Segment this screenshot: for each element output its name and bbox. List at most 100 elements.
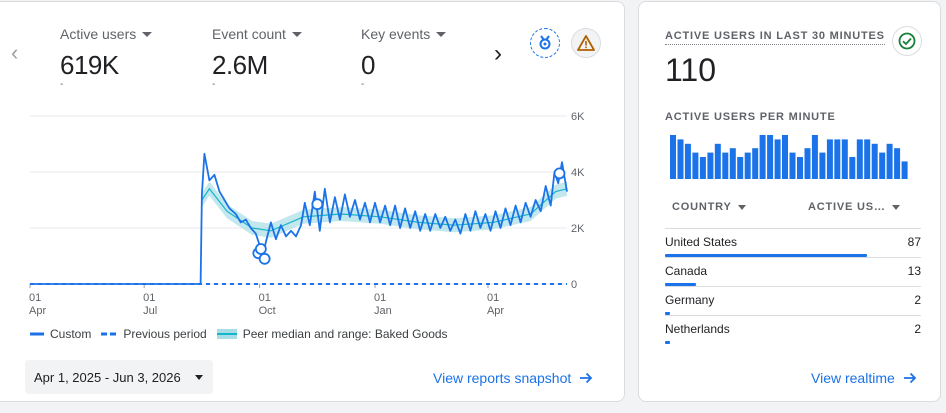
minute-bar[interactable] <box>714 143 721 179</box>
metric-tab-key-events[interactable]: Key events 0 - <box>361 26 447 91</box>
caret-down-icon <box>142 31 153 37</box>
minute-bar[interactable] <box>737 157 744 179</box>
legend-item-custom[interactable]: Custom <box>30 327 91 341</box>
minute-bar[interactable] <box>871 143 878 179</box>
country-share-bar <box>665 312 671 315</box>
minute-bar[interactable] <box>894 148 901 179</box>
minute-bar[interactable] <box>677 139 684 179</box>
date-range-selector[interactable]: Apr 1, 2025 - Jun 3, 2026 <box>25 360 213 394</box>
minute-bar[interactable] <box>722 152 729 179</box>
caret-down-icon <box>891 204 900 210</box>
legend-swatch-solid <box>30 332 44 336</box>
view-realtime-link[interactable]: View realtime <box>811 370 917 386</box>
realtime-active-users-value: 110 <box>665 52 717 88</box>
minute-bar[interactable] <box>692 152 699 179</box>
column-header-country[interactable]: COUNTRY <box>672 201 746 213</box>
minute-bar[interactable] <box>699 157 706 179</box>
realtime-title[interactable]: ACTIVE USERS IN LAST 30 MINUTES <box>665 30 885 45</box>
minute-bar[interactable] <box>729 148 736 179</box>
metric-change: - <box>212 79 216 90</box>
custom-series-line <box>30 152 568 285</box>
realtime-card: ACTIVE USERS IN LAST 30 MINUTES 110 ACTI… <box>638 1 941 402</box>
y-tick-label: 4K <box>571 167 585 179</box>
legend-item-peer-range[interactable]: Peer median and range: Baked Goods <box>216 327 448 341</box>
legend-item-previous-period[interactable]: Previous period <box>101 327 207 341</box>
country-name: Netherlands <box>665 322 730 336</box>
country-row[interactable]: Canada 13 <box>665 257 921 286</box>
country-row[interactable]: Germany 2 <box>665 286 921 315</box>
annotation-marker <box>311 198 324 211</box>
x-tick-month: Jan <box>374 305 392 317</box>
minute-bar[interactable] <box>901 161 908 179</box>
metric-label: Key events <box>361 26 431 42</box>
x-tick-day: 01 <box>487 292 499 304</box>
minute-bar[interactable] <box>707 152 714 179</box>
caret-down-icon <box>737 204 746 210</box>
x-tick-day: 01 <box>259 292 271 304</box>
minute-bar[interactable] <box>864 139 871 179</box>
check-circle-icon[interactable] <box>892 26 922 56</box>
per-minute-bar-chart <box>670 135 908 179</box>
metric-value: 0 <box>361 50 375 80</box>
country-row[interactable]: United States 87 <box>665 228 921 257</box>
x-tick-month: Jul <box>143 305 157 317</box>
minute-bar[interactable] <box>834 139 841 179</box>
view-reports-snapshot-link[interactable]: View reports snapshot <box>433 370 593 386</box>
x-tick-day: 01 <box>29 292 41 304</box>
chevron-left-icon[interactable]: ‹ <box>11 40 19 65</box>
warning-triangle-icon[interactable] <box>571 28 601 58</box>
minute-bar[interactable] <box>841 139 848 179</box>
column-header-active-users[interactable]: ACTIVE US… <box>808 201 900 213</box>
legend-label: Previous period <box>123 327 207 341</box>
chevron-right-icon[interactable]: › <box>494 40 502 67</box>
country-name: Germany <box>665 293 715 307</box>
y-tick-label: 0 <box>571 279 577 291</box>
minute-bar[interactable] <box>804 148 811 179</box>
minute-bar[interactable] <box>744 152 751 179</box>
country-active-users: 2 <box>914 293 921 307</box>
link-label: View realtime <box>811 370 895 386</box>
y-tick-label: 2K <box>571 223 585 235</box>
x-tick-month: Apr <box>29 305 46 317</box>
annotation-marker <box>553 167 566 180</box>
minute-bar[interactable] <box>759 135 766 179</box>
caret-down-icon <box>291 31 302 37</box>
insights-badge-icon[interactable] <box>530 28 560 58</box>
minute-bar[interactable] <box>811 135 818 179</box>
x-tick-month: Apr <box>487 305 504 317</box>
caret-down-icon <box>194 374 203 380</box>
minute-bar[interactable] <box>849 157 856 179</box>
country-row[interactable]: Netherlands 2 <box>665 315 921 344</box>
minute-bar[interactable] <box>819 152 826 179</box>
metric-value: 619K <box>60 50 119 80</box>
metric-change: - <box>361 79 365 90</box>
realtime-title-text: ACTIVE USERS IN LAST 30 MINUTES <box>665 30 885 45</box>
metric-change: - <box>60 79 64 90</box>
legend-swatch-band <box>216 329 237 339</box>
minute-bar[interactable] <box>774 139 781 179</box>
minute-bar[interactable] <box>886 143 893 179</box>
minute-bar[interactable] <box>797 157 803 179</box>
country-name: Canada <box>665 264 708 278</box>
column-header-label: ACTIVE US… <box>808 201 886 213</box>
x-tick-day: 01 <box>374 292 386 304</box>
minute-bar[interactable] <box>879 152 886 179</box>
per-minute-label: ACTIVE USERS PER MINUTE <box>665 111 836 123</box>
minute-bar[interactable] <box>684 143 691 179</box>
minute-bar[interactable] <box>789 152 796 179</box>
caret-down-icon <box>436 31 447 37</box>
metric-label-wrap: Key events <box>361 26 447 42</box>
metric-tab-active-users[interactable]: Active users 619K - <box>60 26 153 91</box>
minute-bar[interactable] <box>670 135 676 179</box>
legend-label: Peer median and range: Baked Goods <box>242 327 448 341</box>
minute-bar[interactable] <box>752 148 759 179</box>
y-tick-label: 6K <box>571 111 585 123</box>
x-tick-day: 01 <box>143 292 155 304</box>
minute-bar[interactable] <box>767 135 774 179</box>
minute-bar[interactable] <box>826 139 833 179</box>
minute-bar[interactable] <box>782 135 788 179</box>
minute-bar[interactable] <box>856 139 863 179</box>
metric-tab-event-count[interactable]: Event count 2.6M - <box>212 26 302 91</box>
annotation-marker <box>258 252 271 265</box>
metric-label-wrap: Event count <box>212 26 302 42</box>
